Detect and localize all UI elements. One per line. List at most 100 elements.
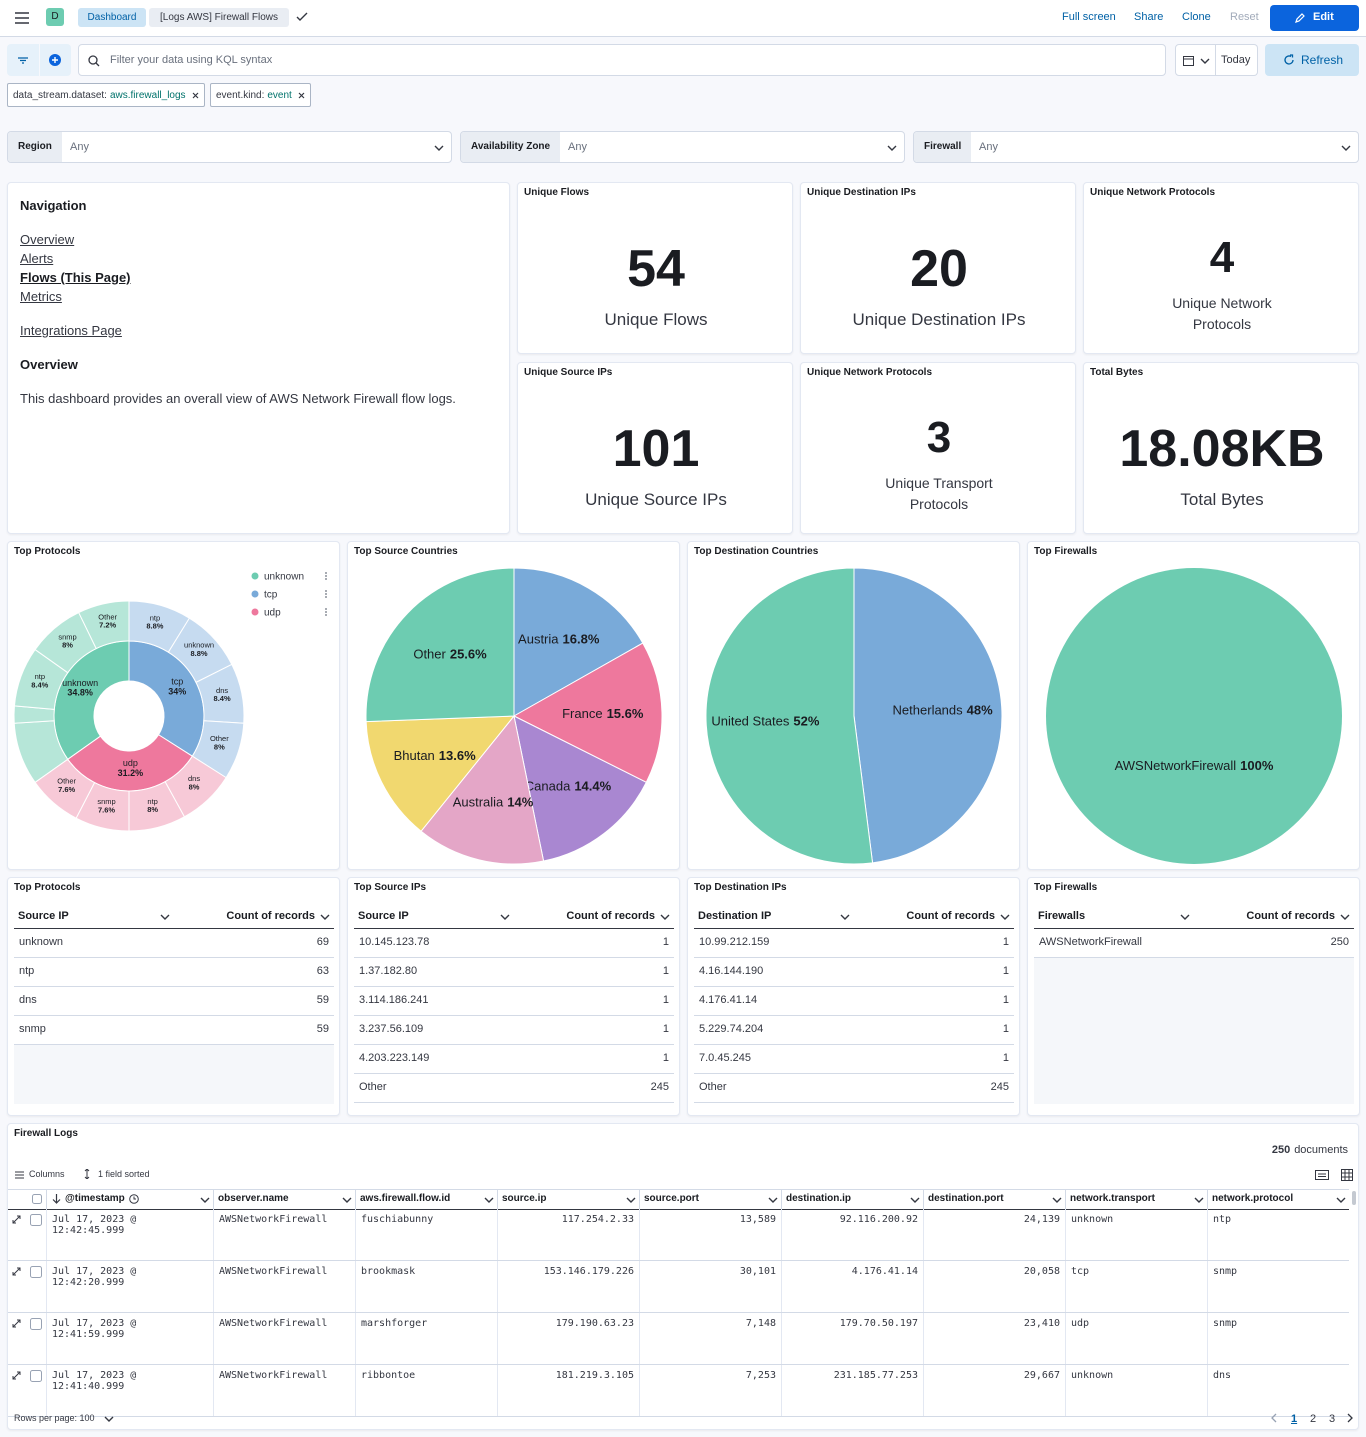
header-action[interactable]: Share [1134,11,1164,23]
chevron [320,914,330,920]
icon-part [18,57,28,64]
column-header[interactable]: Source IP [18,910,69,922]
nav-link[interactable]: Overview [20,232,75,247]
nav-link[interactable]: Flows (This Page) [20,270,131,285]
slice-value: 15.6% [607,706,644,721]
slice-value: 8.4% [31,680,48,689]
page-number[interactable]: 1 [1291,1413,1298,1425]
close-icon [298,92,305,99]
header-action[interactable]: Full screen [1062,11,1116,23]
panel-title: Top Protocols [14,546,81,557]
pie-label: AWSNetworkFirewall 100% [1115,758,1274,773]
filter-pill[interactable]: data_stream.dataset: aws.firewall_logs [7,83,205,107]
slice-name: ntp [35,672,45,681]
chevron [1180,914,1190,920]
page-number[interactable]: 2 [1310,1413,1317,1425]
metric-panel: Total Bytes 18.08KB Total Bytes [1083,362,1359,534]
grid-column-header[interactable]: destination.ip [781,1190,923,1209]
column-header[interactable]: Source IP [358,910,409,922]
date-picker[interactable]: Today [1216,44,1258,76]
grid-cell: ntp [1207,1209,1349,1260]
grid-column-header[interactable]: observer.name [213,1190,355,1209]
column-header[interactable]: Count of records [906,910,995,922]
grid-column-header[interactable]: source.port [639,1190,781,1209]
density-icon [1315,1170,1329,1180]
control[interactable]: Firewall Any [913,131,1359,163]
slice-name: Netherlands [893,702,964,717]
column-header[interactable]: Count of records [1246,910,1335,922]
page-number[interactable]: 3 [1329,1413,1336,1425]
pie-slice [365,715,516,832]
grid-cell: 153.146.179.226 [497,1261,639,1312]
grid-column-header[interactable]: @timestamp [46,1190,213,1209]
chart-panel: Top Destination Countries Netherlands 48% U… [687,541,1020,870]
table-cell: AWSNetworkFirewall [1039,936,1142,948]
grid-cell: Jul 17, 2023 @ 12:42:20.999 [46,1261,213,1312]
icon-part [296,12,308,21]
date-label: Today [1221,54,1251,66]
pencil-icon [1295,13,1305,23]
cell-text: snmp [1213,1266,1238,1277]
grid-column-header[interactable]: destination.port [923,1190,1065,1209]
sort-icon [84,1169,90,1179]
table-row: 7.0.45.245 1 [694,1045,1014,1074]
table-panel: Top Protocols Source IP Count of records un… [7,877,340,1116]
table-cell: Other [359,1081,387,1093]
control[interactable]: Availability Zone Any [460,131,905,163]
legend-menu-dot [325,572,327,574]
grid-column-header[interactable]: aws.firewall.flow.id [355,1190,497,1209]
icon-part [1194,1197,1204,1203]
header-action[interactable]: Reset [1230,11,1259,23]
column-name: aws.firewall.flow.id [360,1193,451,1204]
column-header[interactable]: Count of records [566,910,655,922]
filter-menu-button[interactable] [7,44,39,76]
grid-column-header[interactable]: source.ip [497,1190,639,1209]
chart: Austria 16.8%France 15.6%Canada 14.4%Austra… [365,567,663,865]
nav-link[interactable]: Integrations Page [20,323,122,338]
metric-value: 54 [627,240,685,298]
column-header[interactable]: Destination IP [698,910,772,922]
metric-value: 20 [910,240,968,298]
slice-name: France [562,706,602,721]
slice-name: AWSNetworkFirewall [1115,758,1237,773]
pie-slice [420,714,545,865]
breadcrumb[interactable]: Dashboard [78,8,146,27]
icon-part [1183,56,1194,66]
add-filter-button[interactable] [40,44,71,76]
date-picker-toggle[interactable] [1175,44,1216,76]
slice-name: Australia [453,794,504,809]
grid-cell: snmp [1207,1313,1349,1364]
search-input[interactable]: Filter your data using KQL syntax [78,44,1166,76]
icon-part [1318,1173,1326,1177]
grid-column-header[interactable]: network.protocol [1207,1190,1349,1209]
refresh-button[interactable]: Refresh [1265,44,1359,76]
table-cell: 1 [1002,1023,1009,1035]
control-value: Any [70,141,89,153]
filter-pill[interactable]: event.kind: event [210,83,311,107]
sunburst-outer-label: dns 8% [188,774,200,791]
nav-link[interactable]: Metrics [20,289,62,304]
grid-cell: 20,058 [923,1261,1065,1312]
header-action[interactable]: Clone [1182,11,1211,23]
expand-icon [12,1319,21,1328]
table-cell: 1 [1002,1052,1009,1064]
toolbar-button[interactable]: 1 field sorted [98,1169,150,1179]
toolbar-button[interactable]: Columns [29,1169,65,1179]
grid-cell: ribbontoe [355,1365,497,1416]
column-name: network.transport [1070,1193,1156,1204]
grid-header: @timestamp observer.name aws.firewall.flow… [8,1189,1349,1210]
column-header[interactable]: Firewalls [1038,910,1086,922]
icon-part [1052,1197,1062,1203]
refresh-icon [1284,54,1294,65]
column-header[interactable]: Count of records [226,910,315,922]
nav-link[interactable]: Alerts [20,251,54,266]
grid-column-header[interactable]: network.transport [1065,1190,1207,1209]
icon-part [1341,1169,1353,1181]
rows-per-page[interactable]: Rows per page: 100 [14,1413,95,1423]
close-icon [192,92,199,99]
control[interactable]: Region Any [7,131,452,163]
icon-part [1295,13,1305,23]
slice-value: 8.4% [214,694,231,703]
icon-part [1180,914,1190,920]
edit-button[interactable]: Edit [1270,5,1359,31]
